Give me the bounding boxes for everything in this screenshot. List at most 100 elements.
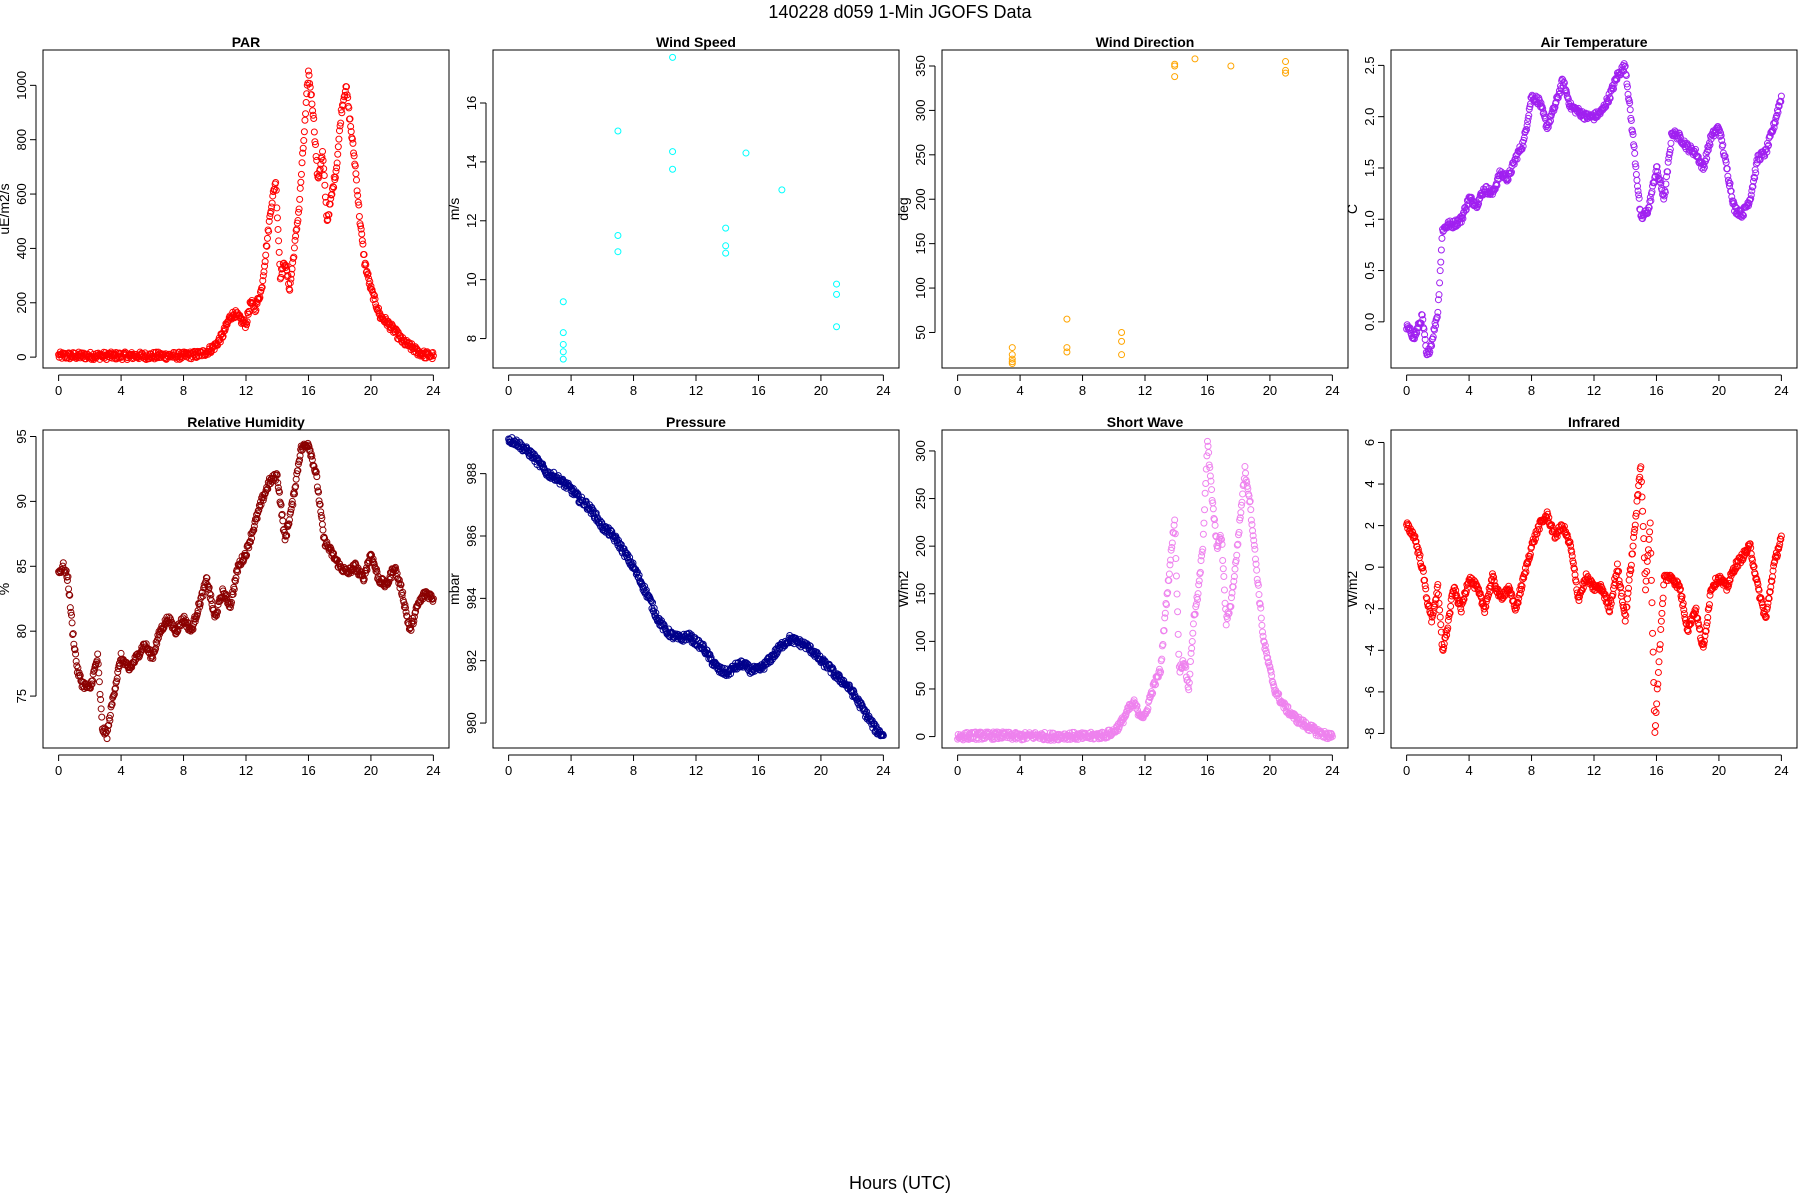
data-point xyxy=(615,539,623,547)
data-point xyxy=(1628,128,1636,136)
data-point xyxy=(1433,313,1441,321)
data-point xyxy=(1187,649,1195,657)
data-point xyxy=(1238,498,1246,506)
data-point xyxy=(1680,606,1688,614)
x-tick-label: 12 xyxy=(689,763,703,778)
data-point xyxy=(187,627,195,635)
data-point xyxy=(1775,102,1783,110)
data-point xyxy=(303,90,311,98)
data-point xyxy=(1147,688,1155,696)
data-point xyxy=(65,591,73,599)
data-point xyxy=(1063,344,1071,352)
data-point xyxy=(1508,162,1516,170)
data-point xyxy=(1550,107,1558,115)
data-point xyxy=(669,148,677,156)
data-point xyxy=(1748,187,1756,195)
data-point xyxy=(309,111,317,119)
data-point xyxy=(1650,707,1658,715)
data-point xyxy=(429,597,437,605)
data-point xyxy=(1695,625,1703,633)
data-point xyxy=(1645,535,1653,543)
y-axis-label: mbar xyxy=(446,573,462,605)
data-point xyxy=(1185,679,1193,687)
data-point xyxy=(1118,351,1126,359)
x-tick-label: 16 xyxy=(751,383,765,398)
y-tick-label: 0 xyxy=(1362,564,1377,571)
x-tick-label: 20 xyxy=(1712,383,1726,398)
data-point xyxy=(1434,580,1442,588)
data-point xyxy=(212,612,220,620)
y-tick-label: 250 xyxy=(913,488,928,510)
data-point xyxy=(1660,192,1668,200)
data-point xyxy=(1725,579,1733,587)
x-tick-label: 8 xyxy=(1079,383,1086,398)
data-point xyxy=(250,522,258,530)
data-point xyxy=(1202,465,1210,473)
data-point xyxy=(62,567,70,575)
x-tick-label: 20 xyxy=(814,383,828,398)
y-tick-label: 400 xyxy=(14,238,29,260)
data-point xyxy=(305,71,313,79)
data-point xyxy=(1235,528,1243,536)
data-point xyxy=(88,680,96,688)
data-point xyxy=(106,711,114,719)
y-tick-label: 2.5 xyxy=(1362,56,1377,74)
x-tick-label: 16 xyxy=(1200,763,1214,778)
x-tick-label: 12 xyxy=(1587,763,1601,778)
data-point xyxy=(1568,548,1576,556)
data-point xyxy=(1182,663,1190,671)
data-point xyxy=(1435,599,1443,607)
data-point xyxy=(1431,319,1439,327)
data-point xyxy=(203,574,211,582)
panel-air-temperature: Air Temperature 0 4 8 12 16 20 24 0.0 0.5 1.0 1.5 2.… xyxy=(1344,34,1798,398)
data-point xyxy=(359,240,367,248)
data-point xyxy=(1144,705,1152,713)
data-point xyxy=(1430,603,1438,611)
data-point xyxy=(1490,577,1498,585)
y-tick-label: 95 xyxy=(14,429,29,443)
y-tick-label: 1.5 xyxy=(1362,159,1377,177)
data-point xyxy=(1746,540,1754,548)
data-point xyxy=(1198,552,1206,560)
data-point xyxy=(879,732,887,740)
data-point xyxy=(1648,599,1656,607)
data-point xyxy=(1514,599,1522,607)
data-point xyxy=(1186,657,1194,665)
data-point xyxy=(373,565,380,573)
data-point xyxy=(1201,506,1209,514)
data-point xyxy=(296,195,304,203)
panel-wind-speed: Wind Speed 0 4 8 12 16 20 24 8 10 12 14 16 m/s xyxy=(446,34,900,398)
data-point xyxy=(252,306,260,314)
data-point xyxy=(1261,645,1269,653)
data-point xyxy=(1639,522,1647,530)
data-point xyxy=(1437,621,1445,629)
data-point xyxy=(274,479,282,487)
data-point xyxy=(1201,489,1209,497)
data-point xyxy=(650,604,658,612)
data-point xyxy=(199,592,207,600)
data-point xyxy=(1216,531,1224,539)
panel-title-par: PAR xyxy=(232,34,261,50)
data-point xyxy=(1253,566,1261,574)
data-point xyxy=(194,607,202,615)
data-point xyxy=(262,242,270,250)
data-point xyxy=(1174,630,1182,638)
data-point xyxy=(1717,129,1725,137)
data-point xyxy=(395,576,403,584)
y-tick-label: 2 xyxy=(1362,522,1377,529)
data-point xyxy=(1265,658,1273,666)
data-point xyxy=(335,127,343,135)
series-pressure xyxy=(505,434,887,740)
data-point xyxy=(1654,680,1662,688)
data-point xyxy=(1719,141,1727,149)
data-point xyxy=(160,624,168,632)
data-point xyxy=(292,475,300,483)
data-point xyxy=(1620,604,1628,612)
data-point xyxy=(1184,683,1192,691)
data-point xyxy=(1567,542,1575,550)
data-point xyxy=(1429,333,1437,341)
data-point xyxy=(1658,609,1666,617)
data-point xyxy=(1261,642,1269,650)
x-tick-label: 8 xyxy=(180,383,187,398)
